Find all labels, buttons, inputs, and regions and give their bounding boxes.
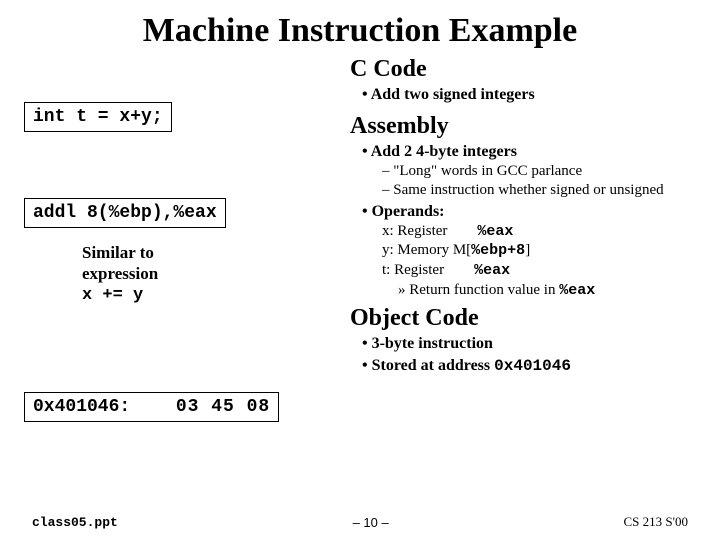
similar-line-2: expression: [82, 263, 344, 284]
right-column: C Code • Add two signed integers Assembl…: [344, 56, 696, 436]
return-text: » Return function value in: [398, 282, 559, 298]
asm-bullet-2: • Operands:: [350, 202, 696, 222]
operand-y-label: y: Memory M[: [382, 242, 471, 258]
similar-line-1: Similar to: [82, 242, 344, 263]
operand-t: t: Register %eax: [350, 261, 696, 281]
object-address: 0x401046:: [33, 397, 165, 417]
footer-course: CS 213 S'00: [624, 514, 688, 530]
similar-note: Similar to expression x += y: [82, 242, 344, 306]
return-reg: %eax: [559, 282, 595, 299]
assembly-code-box: addl 8(%ebp),%eax: [24, 198, 226, 228]
operand-y: y: Memory M[%ebp+8]: [350, 241, 696, 261]
slide-footer: class05.ppt – 10 – CS 213 S'00: [0, 514, 720, 530]
return-note: » Return function value in %eax: [350, 281, 696, 301]
operand-t-reg: %eax: [474, 262, 510, 279]
left-column: int t = x+y; addl 8(%ebp),%eax Similar t…: [24, 56, 344, 436]
operand-t-label: t: Register: [382, 262, 444, 278]
c-code-box: int t = x+y;: [24, 102, 172, 132]
similar-line-3: x += y: [82, 285, 344, 306]
operand-y-suffix: ]: [525, 242, 530, 258]
object-bytes: 03 45 08: [176, 397, 270, 417]
content-columns: int t = x+y; addl 8(%ebp),%eax Similar t…: [24, 56, 696, 436]
obj-bullet-1: • 3-byte instruction: [350, 334, 696, 354]
section-objectcode: Object Code: [350, 305, 696, 332]
obj-bullet-2-text: • Stored at address: [362, 357, 494, 374]
footer-filename: class05.ppt: [32, 515, 118, 530]
section-ccode: C Code: [350, 56, 696, 83]
footer-page-number: – 10 –: [353, 515, 389, 530]
asm-bullet-1: • Add 2 4-byte integers: [350, 142, 696, 162]
ccode-bullet-1: • Add two signed integers: [350, 85, 696, 105]
asm-bullet-1b: – Same instruction whether signed or uns…: [350, 181, 696, 200]
operand-x: x: Register %eax: [350, 222, 696, 242]
operand-x-reg: %eax: [477, 223, 513, 240]
operand-y-reg: %ebp+8: [471, 242, 525, 259]
object-code-box: 0x401046: 03 45 08: [24, 392, 279, 422]
asm-bullet-1a: – "Long" words in GCC parlance: [350, 162, 696, 181]
section-assembly: Assembly: [350, 113, 696, 140]
obj-bullet-2: • Stored at address 0x401046: [350, 356, 696, 376]
slide-title: Machine Instruction Example: [24, 12, 696, 50]
obj-bullet-2-addr: 0x401046: [494, 357, 571, 375]
operand-x-label: x: Register: [382, 223, 447, 239]
